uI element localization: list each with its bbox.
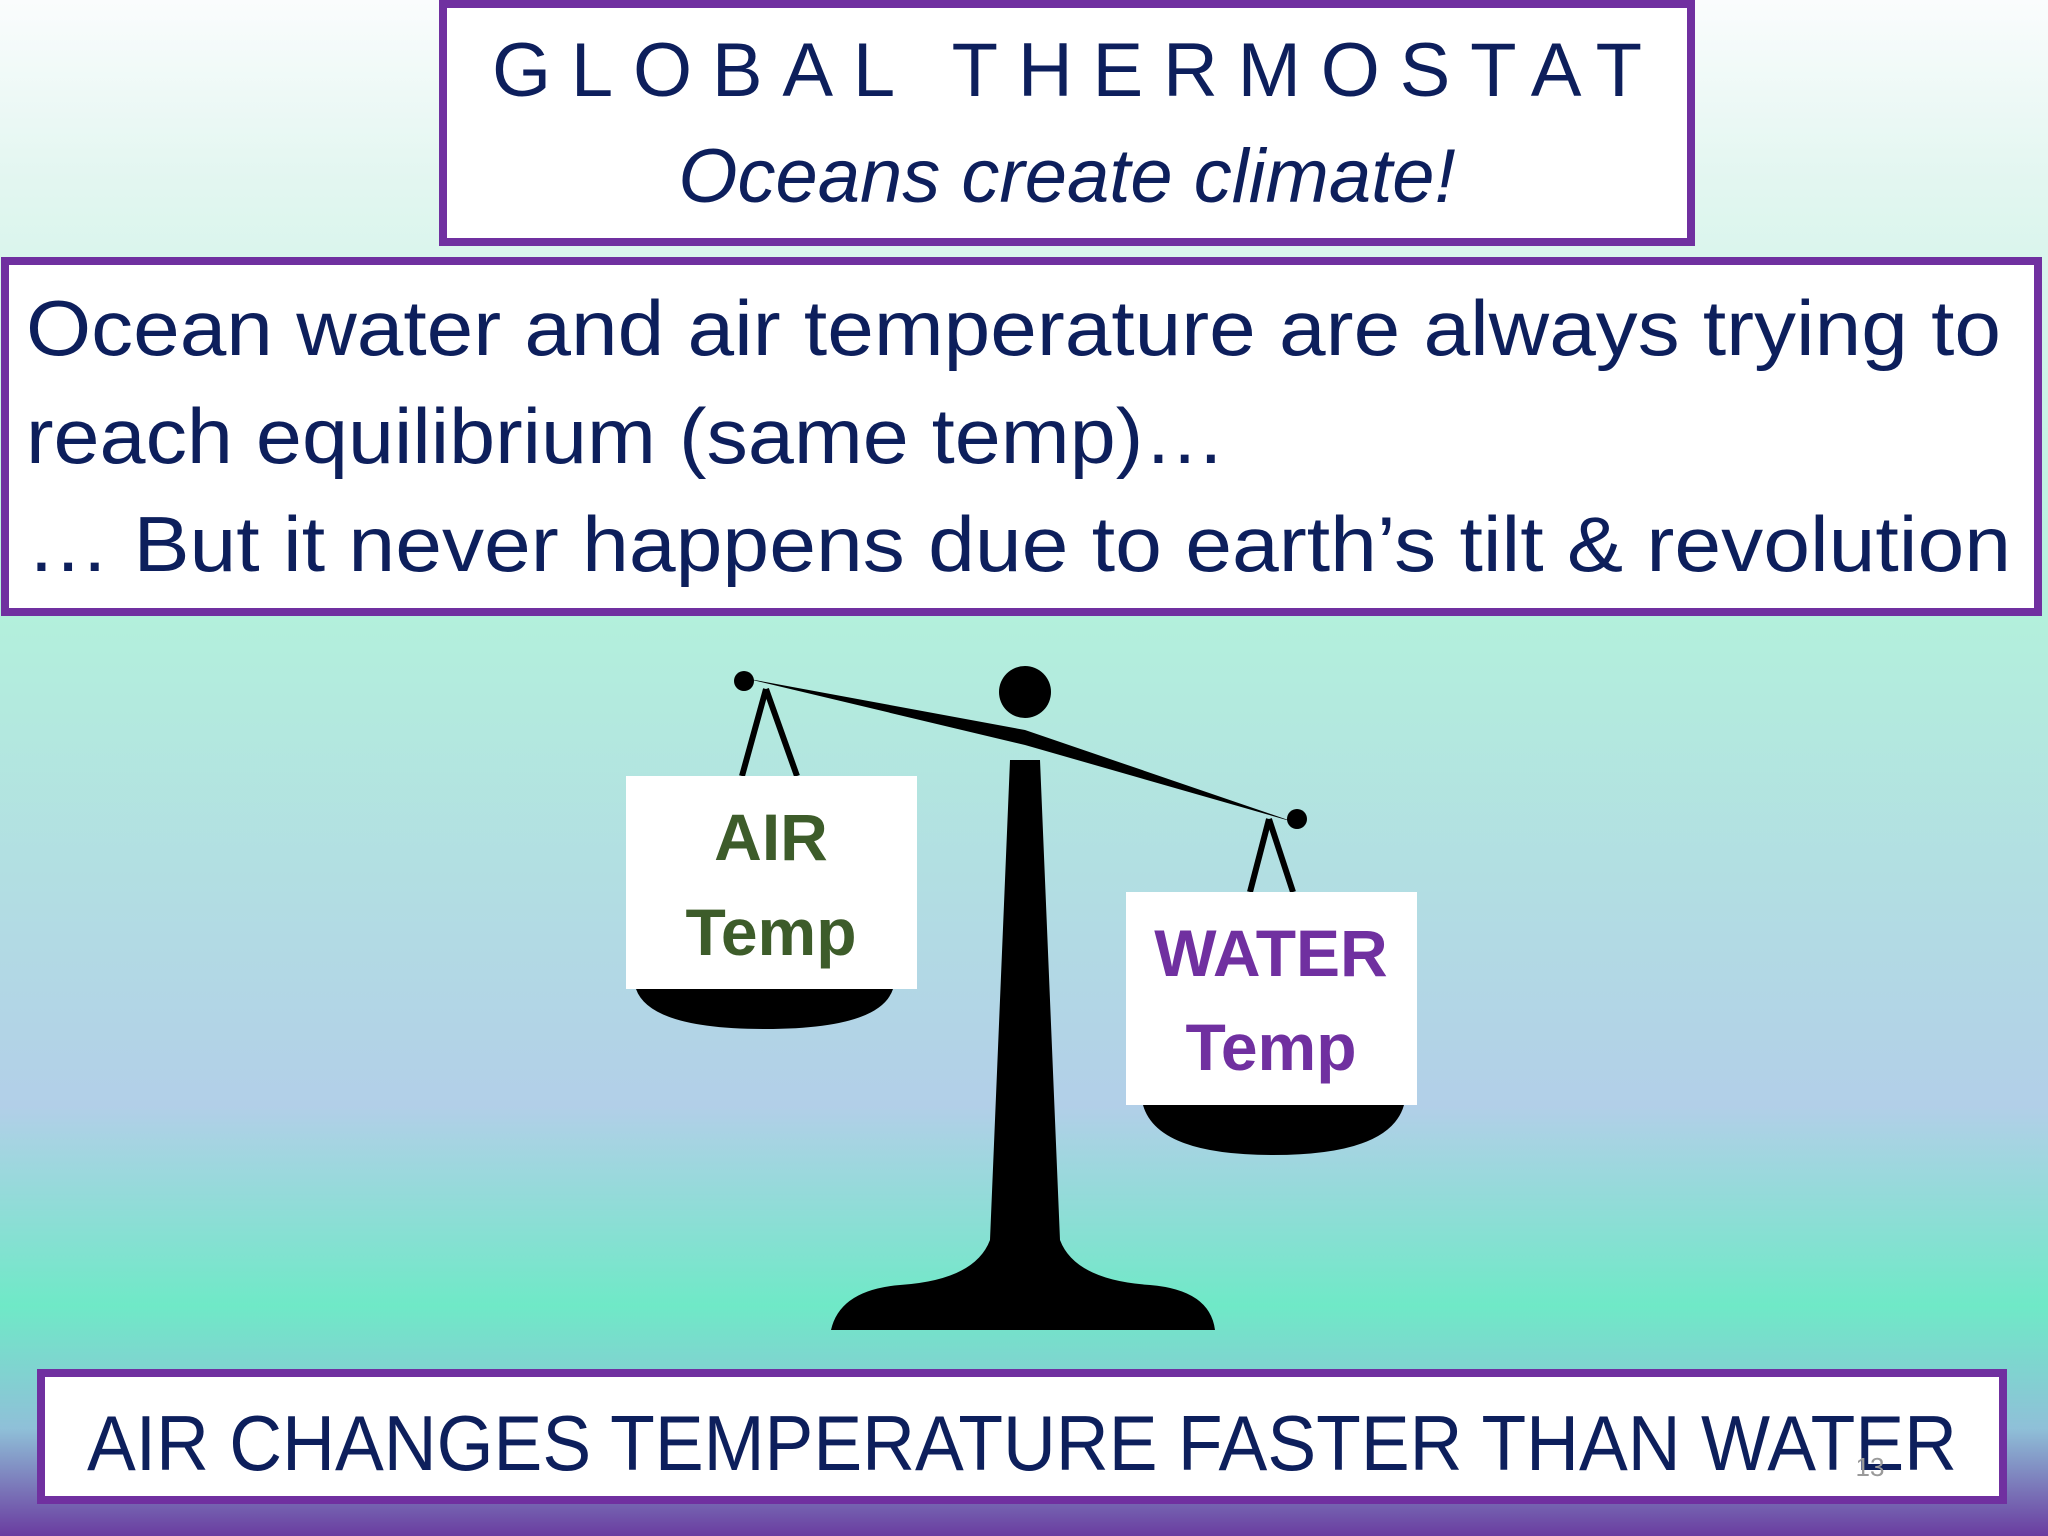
water-label: WATER: [1154, 916, 1387, 990]
footer-box: [37, 1369, 2007, 1504]
air-label: AIR: [714, 800, 828, 874]
footer-text: AIR CHANGES TEMPERATURE FASTER THAN WATE…: [87, 1399, 1957, 1487]
body-line: reach equilibrium (same temp)…: [26, 392, 1226, 480]
water-box: [1126, 892, 1417, 1105]
title-box: [439, 0, 1695, 246]
air-sublabel: Temp: [685, 895, 856, 969]
body-line: Ocean water and air temperature are alwa…: [26, 284, 2001, 372]
body-line: … But it never happens due to earth’s ti…: [26, 500, 2011, 588]
water-sublabel: Temp: [1185, 1010, 1356, 1084]
balance-scale: [636, 666, 1404, 1330]
subtitle: Oceans create climate!: [678, 134, 1455, 219]
air-box: [626, 776, 917, 989]
title: GLOBAL THERMOSTAT: [492, 28, 1642, 113]
body-box: [1, 257, 2042, 616]
slide-number: 13: [1856, 1452, 1885, 1482]
